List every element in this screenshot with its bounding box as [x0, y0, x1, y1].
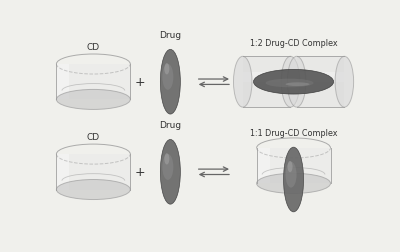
- Ellipse shape: [164, 154, 169, 165]
- FancyBboxPatch shape: [56, 154, 69, 190]
- Ellipse shape: [56, 90, 130, 110]
- Text: 1:1 Drug-CD Complex: 1:1 Drug-CD Complex: [250, 129, 337, 138]
- FancyBboxPatch shape: [243, 72, 290, 82]
- Text: Drug: Drug: [159, 121, 182, 130]
- Text: CD: CD: [87, 43, 100, 52]
- FancyBboxPatch shape: [56, 154, 130, 190]
- Ellipse shape: [160, 140, 180, 204]
- Ellipse shape: [335, 57, 354, 108]
- Ellipse shape: [266, 79, 314, 88]
- Ellipse shape: [287, 57, 306, 108]
- Ellipse shape: [284, 148, 304, 212]
- FancyBboxPatch shape: [56, 65, 69, 100]
- Text: +: +: [134, 166, 145, 179]
- Text: Drug: Drug: [159, 31, 182, 40]
- Text: CD: CD: [87, 133, 100, 141]
- Ellipse shape: [162, 65, 173, 90]
- FancyBboxPatch shape: [243, 57, 290, 108]
- Ellipse shape: [256, 174, 330, 194]
- Ellipse shape: [160, 50, 180, 115]
- FancyBboxPatch shape: [297, 57, 344, 108]
- Ellipse shape: [281, 57, 300, 108]
- Ellipse shape: [162, 154, 173, 180]
- Text: 1:2 Drug-CD Complex: 1:2 Drug-CD Complex: [250, 39, 337, 48]
- Ellipse shape: [286, 162, 296, 188]
- FancyBboxPatch shape: [256, 148, 330, 184]
- Ellipse shape: [288, 161, 292, 173]
- Ellipse shape: [164, 64, 169, 75]
- Ellipse shape: [254, 70, 334, 95]
- FancyBboxPatch shape: [56, 65, 130, 100]
- FancyBboxPatch shape: [297, 72, 344, 82]
- Ellipse shape: [286, 83, 310, 87]
- Text: +: +: [134, 76, 145, 89]
- Ellipse shape: [234, 57, 252, 108]
- FancyBboxPatch shape: [256, 148, 270, 184]
- Ellipse shape: [56, 180, 130, 200]
